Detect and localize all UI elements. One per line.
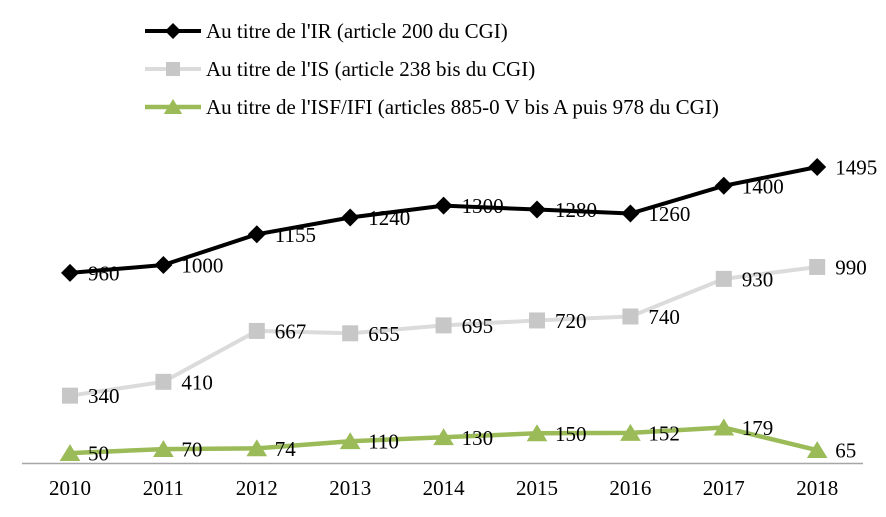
data-label-isf-ifi-2018: 65 xyxy=(835,439,856,463)
marker-is-2015 xyxy=(529,312,545,329)
x-tick-label-2013: 2013 xyxy=(329,476,371,500)
marker-is-2014 xyxy=(435,317,452,334)
x-tick-label-2018: 2018 xyxy=(796,476,838,500)
marker-isf-ifi-2014 xyxy=(433,428,454,446)
data-label-ir-2017: 1400 xyxy=(742,174,784,198)
x-tick-label-2010: 2010 xyxy=(49,476,91,500)
x-tick-label-2015: 2015 xyxy=(516,476,558,500)
data-label-isf-ifi-2014: 130 xyxy=(462,426,494,450)
data-label-ir-2010: 960 xyxy=(88,261,120,285)
marker-isf-ifi-2016 xyxy=(620,423,641,441)
legend-label-isf-ifi: Au titre de l'ISF/IFI (articles 885-0 V … xyxy=(206,95,719,119)
data-label-ir-2018: 1495 xyxy=(835,155,877,179)
marker-is-2011 xyxy=(155,373,172,390)
marker-isf-ifi-2011 xyxy=(153,440,174,458)
x-tick-label-2016: 2016 xyxy=(609,476,651,500)
marker-ir-2013 xyxy=(341,208,360,227)
legend-marker-isf-ifi-icon xyxy=(145,99,201,115)
marker-ir-2015 xyxy=(528,200,546,219)
data-label-isf-ifi-2015: 150 xyxy=(555,422,587,446)
marker-is-2018 xyxy=(809,258,826,275)
data-label-is-2010: 340 xyxy=(88,384,120,408)
chart-legend: Au titre de l'IR (article 200 du CGI) Au… xyxy=(145,18,719,120)
data-label-isf-ifi-2010: 50 xyxy=(88,442,109,466)
marker-isf-ifi-2015 xyxy=(526,424,548,442)
data-label-ir-2015: 1280 xyxy=(555,198,597,222)
marker-ir-2016 xyxy=(621,204,640,223)
x-tick-label-2017: 2017 xyxy=(703,476,745,500)
marker-isf-ifi-2018 xyxy=(806,441,828,459)
data-label-isf-ifi-2016: 152 xyxy=(648,421,680,445)
data-label-ir-2011: 1000 xyxy=(181,254,223,278)
marker-ir-2012 xyxy=(247,225,266,244)
legend-item-is: Au titre de l'IS (article 238 bis du CGI… xyxy=(145,56,719,82)
x-tick-label-2011: 2011 xyxy=(143,476,184,500)
data-label-is-2016: 740 xyxy=(648,305,680,329)
data-label-isf-ifi-2013: 110 xyxy=(368,430,399,454)
legend-item-ir: Au titre de l'IR (article 200 du CGI) xyxy=(145,18,719,44)
marker-isf-ifi-2012 xyxy=(246,439,268,457)
legend-marker-is-icon xyxy=(145,62,201,76)
marker-is-2010 xyxy=(62,387,78,404)
marker-is-2013 xyxy=(342,325,359,342)
legend-marker-shape-ir xyxy=(165,23,181,39)
legend-marker-shape-is xyxy=(166,62,180,76)
data-label-is-2017: 930 xyxy=(742,267,774,291)
legend-item-isf-ifi: Au titre de l'ISF/IFI (articles 885-0 V … xyxy=(145,94,719,120)
marker-ir-2014 xyxy=(434,196,453,215)
legend-label-ir: Au titre de l'IR (article 200 du CGI) xyxy=(206,19,508,43)
data-label-is-2012: 667 xyxy=(275,319,307,343)
marker-isf-ifi-2013 xyxy=(339,432,361,450)
data-label-isf-ifi-2017: 179 xyxy=(742,416,774,440)
marker-is-2012 xyxy=(248,322,265,339)
marker-ir-2017 xyxy=(714,176,733,195)
legend-label-is: Au titre de l'IS (article 238 bis du CGI… xyxy=(206,57,536,81)
data-label-isf-ifi-2012: 74 xyxy=(275,437,297,461)
x-tick-label-2012: 2012 xyxy=(236,476,278,500)
legend-marker-ir-icon xyxy=(145,23,201,39)
marker-ir-2010 xyxy=(61,263,79,282)
legend-marker-shape-isf-ifi xyxy=(163,99,183,115)
marker-is-2016 xyxy=(622,308,639,325)
marker-isf-ifi-2017 xyxy=(713,418,735,436)
data-label-is-2014: 695 xyxy=(462,314,494,338)
data-label-is-2015: 720 xyxy=(555,309,587,333)
marker-isf-ifi-2010 xyxy=(59,444,81,462)
data-label-ir-2014: 1300 xyxy=(462,194,504,218)
data-label-ir-2013: 1240 xyxy=(368,206,410,230)
data-label-is-2013: 655 xyxy=(368,322,400,346)
data-label-ir-2016: 1260 xyxy=(648,202,690,226)
marker-is-2017 xyxy=(715,270,732,287)
x-tick-label-2014: 2014 xyxy=(423,476,466,500)
data-label-ir-2012: 1155 xyxy=(275,223,316,247)
data-label-is-2011: 410 xyxy=(181,370,213,394)
marker-ir-2011 xyxy=(154,256,173,274)
data-label-is-2018: 990 xyxy=(835,255,867,279)
data-label-isf-ifi-2011: 70 xyxy=(181,438,202,462)
marker-ir-2018 xyxy=(808,157,827,176)
